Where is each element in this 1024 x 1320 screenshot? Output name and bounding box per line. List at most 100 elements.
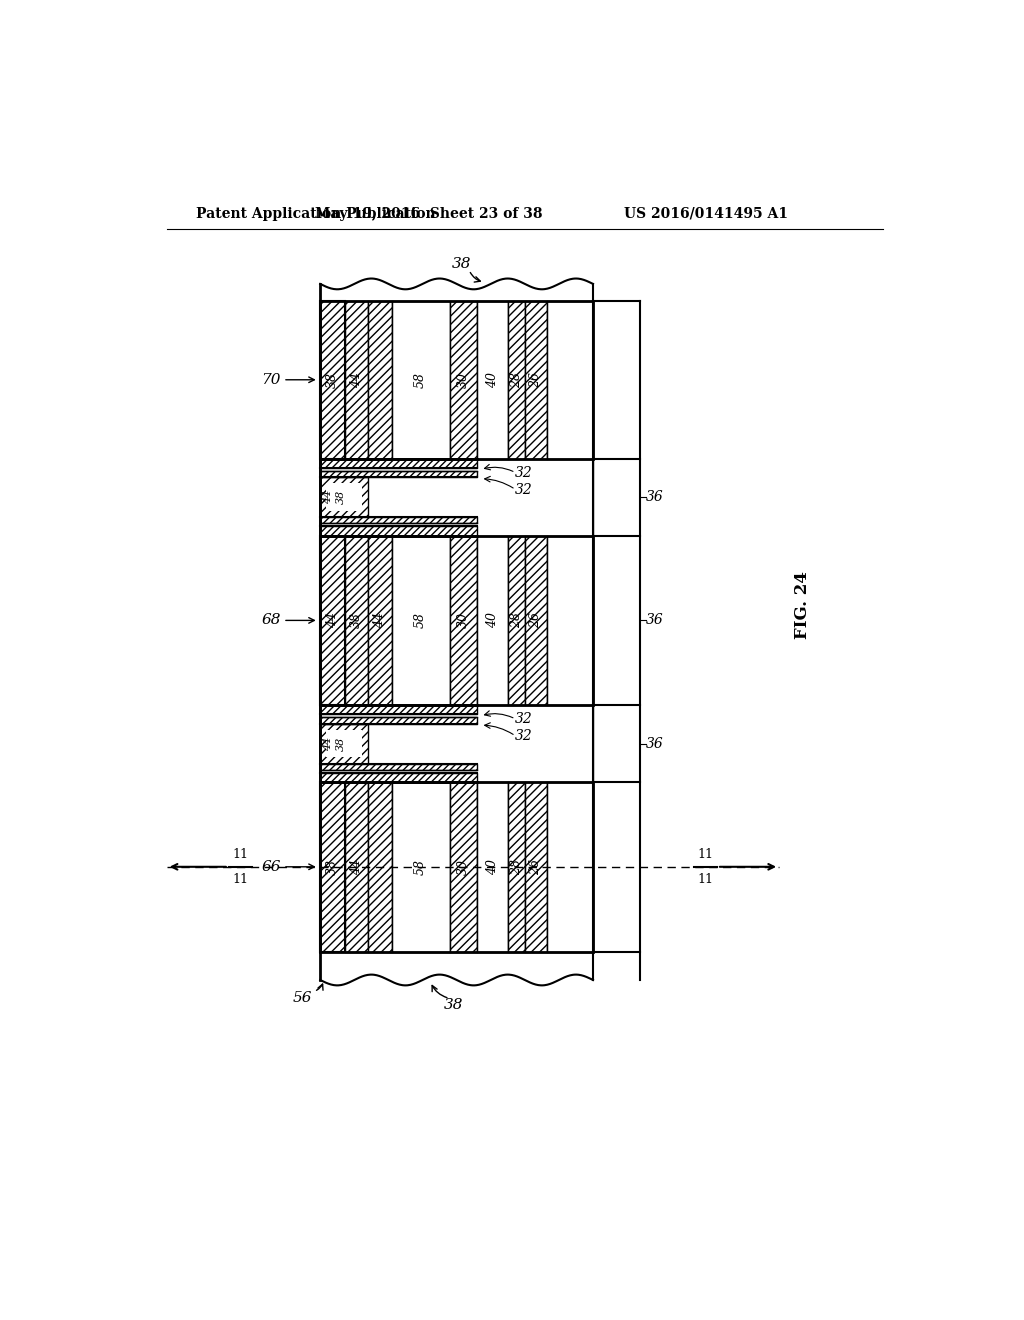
Bar [450,781,477,952]
Bar [450,536,477,705]
Bar [321,459,477,469]
Text: 28: 28 [510,372,523,388]
Text: 58: 58 [414,372,427,388]
Bar [524,536,547,705]
Bar [450,301,477,459]
Bar [450,536,477,705]
Bar [321,301,345,459]
Bar [321,536,345,705]
Bar [508,781,524,952]
Bar [369,301,391,459]
Bar [547,301,593,459]
Bar [321,718,477,723]
Text: 30: 30 [457,612,470,628]
Bar [321,781,345,952]
Text: 36: 36 [646,737,664,751]
Text: 32: 32 [514,729,532,743]
Bar [477,301,508,459]
Bar [345,781,369,952]
Bar [321,471,477,477]
Bar [321,471,477,477]
Text: 40: 40 [485,612,499,628]
Bar [321,527,477,536]
Text: 44: 44 [323,490,333,504]
Bar [327,483,362,511]
Bar [327,730,362,758]
Bar [477,781,508,952]
Bar [321,478,369,517]
Text: 58: 58 [414,612,427,628]
Bar [524,301,547,459]
Text: 32: 32 [514,483,532,496]
Bar [321,705,477,714]
Text: 44: 44 [374,612,386,628]
Text: 38: 38 [336,490,346,504]
Bar [391,536,450,705]
Bar [369,301,391,459]
Bar [369,536,391,705]
Bar [345,536,369,705]
Bar [524,781,547,952]
Text: 56: 56 [293,991,312,1005]
Text: 11: 11 [232,873,249,886]
Text: 38: 38 [326,372,339,388]
Text: 26: 26 [529,612,542,628]
Bar [391,301,450,459]
Text: 38: 38 [326,859,339,875]
Text: Patent Application Publication: Patent Application Publication [197,207,436,220]
Text: US 2016/0141495 A1: US 2016/0141495 A1 [624,207,788,220]
Bar [321,536,593,705]
Bar [547,781,593,952]
Text: 58: 58 [414,859,427,875]
Text: 26: 26 [529,859,542,875]
Text: 28: 28 [510,859,523,875]
Text: 26: 26 [529,372,542,388]
Text: 11: 11 [697,873,713,886]
Text: 30: 30 [457,859,470,875]
Text: 28: 28 [510,612,523,628]
Text: 44: 44 [323,737,333,751]
Text: 40: 40 [485,372,499,388]
Text: 66: 66 [261,859,282,874]
Bar [369,781,391,952]
Bar [321,723,369,763]
Text: 38: 38 [452,257,471,271]
Text: 38: 38 [336,737,346,751]
Bar [321,301,345,459]
Bar [477,459,593,536]
Text: 40: 40 [485,859,499,875]
Bar [369,781,391,952]
Bar [508,781,524,952]
Bar [321,459,477,469]
Bar [321,536,345,705]
Bar [391,781,450,952]
Text: 38: 38 [443,998,463,1012]
Text: 44: 44 [326,612,339,628]
Bar [321,763,477,770]
Bar [321,774,477,781]
Bar [369,536,391,705]
Text: FIG. 24: FIG. 24 [794,572,811,639]
Bar [477,536,508,705]
Bar [477,781,508,952]
Bar [321,527,477,536]
Text: May 19, 2016  Sheet 23 of 38: May 19, 2016 Sheet 23 of 38 [315,207,543,220]
Bar [321,723,369,763]
Text: 38: 38 [350,612,364,628]
Text: 32: 32 [514,466,532,479]
Bar [524,301,547,459]
Bar [345,781,369,952]
Bar [321,781,593,952]
Bar [321,517,477,523]
Text: 11: 11 [232,847,249,861]
Text: 44: 44 [350,859,364,875]
Text: 11: 11 [697,847,713,861]
Text: 36: 36 [646,490,664,504]
Bar [450,781,477,952]
Bar [524,536,547,705]
Bar [321,774,477,781]
Bar [345,301,369,459]
Bar [547,536,593,705]
Bar [345,536,369,705]
Text: 68: 68 [261,614,282,627]
